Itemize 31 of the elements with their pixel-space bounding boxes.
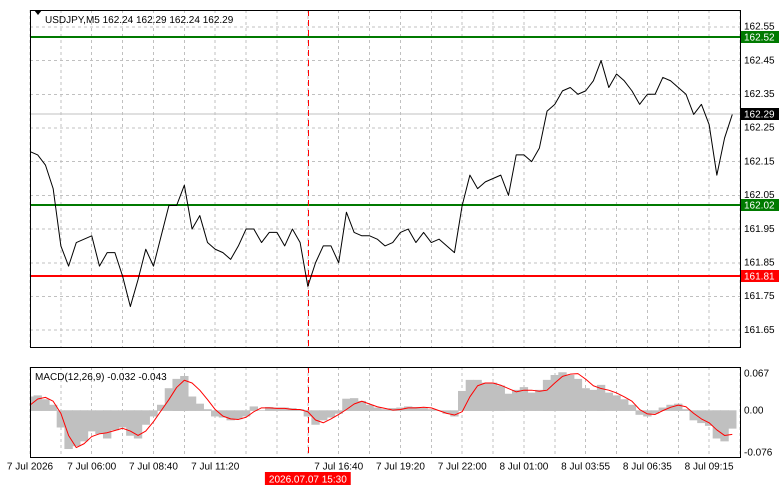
x-tick-label: 7 Jul 06:00	[67, 461, 117, 472]
x-tick-label: 8 Jul 09:15	[684, 461, 734, 472]
y-tick-label: 162.25	[744, 122, 776, 134]
y-tick-label: 162.05	[744, 190, 776, 202]
y-tick-label: 162.45	[744, 55, 776, 66]
y-tick-label: 161.65	[744, 324, 776, 336]
x-tick-label: 7 Jul 22:00	[438, 461, 488, 472]
y-tick-label: 161.85	[744, 258, 776, 268]
x-tick-label: 2026.07.07 15:30	[268, 474, 348, 486]
y-tick-label: -0.076	[744, 447, 773, 458]
y-tick-label: 162.15	[744, 156, 776, 168]
y-tick-label: 0.00	[744, 405, 764, 416]
x-tick-label: 7 Jul 2026	[6, 461, 54, 472]
y-tick-label: 161.75	[744, 291, 776, 302]
ref-line-label: 162.02	[744, 200, 776, 212]
x-tick-label: 7 Jul 16:40	[314, 461, 364, 472]
x-tick-label: 8 Jul 01:00	[499, 461, 549, 472]
ref-line-label: 162.52	[744, 32, 776, 44]
y-tick-label: 162.35	[744, 89, 776, 100]
x-tick-label: 7 Jul 11:20	[191, 461, 240, 472]
x-tick-label: 8 Jul 03:55	[561, 461, 611, 472]
text: MACD(12,26,9) -0.032 -0.043	[35, 372, 168, 383]
x-tick-label: 7 Jul 19:20	[376, 461, 426, 472]
x-tick-label: 7 Jul 08:40	[129, 461, 178, 472]
y-tick-label: 161.95	[744, 224, 776, 235]
x-tick-label: 8 Jul 06:35	[622, 461, 672, 472]
y-tick-label: 0.067	[744, 368, 770, 380]
y-tick-label: 162.55	[744, 22, 776, 33]
ref-line-label: 162.29	[744, 109, 776, 120]
ref-line-label: 161.81	[744, 271, 776, 282]
text: USDJPY,M5 162.24 162.29 162.24 162.29	[45, 14, 234, 26]
